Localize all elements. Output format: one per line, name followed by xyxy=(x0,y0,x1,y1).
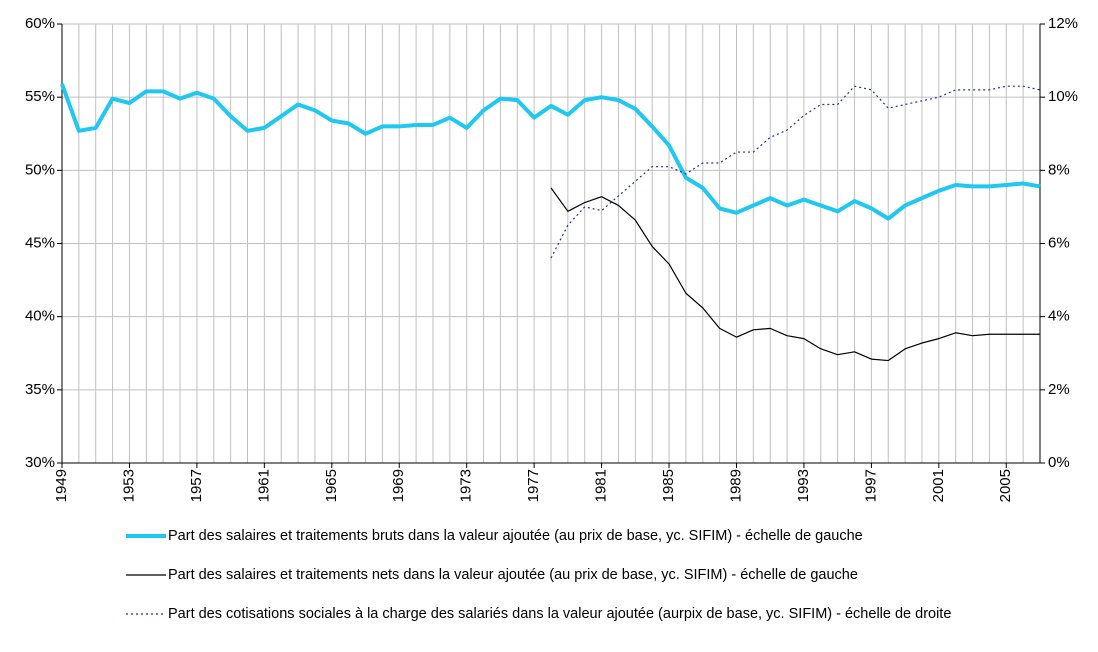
series-line xyxy=(60,83,1041,221)
x-tick-label: 1977 xyxy=(525,469,542,502)
x-tick-label: 1957 xyxy=(188,469,205,502)
x-tick-label: 1985 xyxy=(660,469,677,502)
legend-swatch xyxy=(126,574,166,576)
y-tick-label: 55% xyxy=(25,88,55,105)
y-tick-label: 50% xyxy=(25,161,55,178)
y2-tick-label: 6% xyxy=(1048,234,1070,251)
series-line xyxy=(550,85,1041,259)
y-tick-label: 35% xyxy=(25,381,55,398)
x-tick-label: 2005 xyxy=(997,469,1014,502)
series-line xyxy=(550,187,1040,362)
x-tick-label: 1997 xyxy=(862,469,879,502)
y2-tick-label: 4% xyxy=(1048,308,1070,325)
y-tick-label: 40% xyxy=(25,308,55,325)
x-tick-label: 1993 xyxy=(795,469,812,502)
legend-entry: Part des salaires et traitements nets da… xyxy=(126,567,986,583)
y2-tick-label: 2% xyxy=(1048,381,1070,398)
plot: 30% 35% 40% 45% 50% 55% 60% 0% 2% 4% 6% 8% 10% 12% 194… xyxy=(25,15,1078,502)
x-tick-label: 1953 xyxy=(120,469,137,502)
legend-label: Part des cotisations sociales à la charg… xyxy=(168,606,952,622)
x-tick-label: 2001 xyxy=(930,469,947,502)
x-tick-label: 1973 xyxy=(458,469,475,502)
legend-label: Part des salaires et traitements bruts d… xyxy=(168,528,863,544)
y-tick-label: 30% xyxy=(25,454,55,471)
x-tick-label: 1969 xyxy=(390,469,407,502)
x-tick-label: 1981 xyxy=(593,469,610,502)
y2-tick-label: 12% xyxy=(1048,15,1078,32)
y-tick-label: 45% xyxy=(25,234,55,251)
legend-entry: Part des cotisations sociales à la charg… xyxy=(126,606,986,622)
legend-swatch xyxy=(126,534,166,538)
x-tick-label: 1989 xyxy=(727,469,744,502)
x-tick-label: 1965 xyxy=(323,469,340,502)
legend-entry: Part des salaires et traitements bruts d… xyxy=(126,528,986,544)
legend-swatch xyxy=(126,613,166,615)
legend-label: Part des salaires et traitements nets da… xyxy=(168,567,858,583)
legend: Part des salaires et traitements bruts d… xyxy=(126,528,986,645)
y2-tick-label: 10% xyxy=(1048,88,1078,105)
y2-tick-label: 8% xyxy=(1048,161,1070,178)
x-tick-label: 1961 xyxy=(255,469,272,502)
y2-tick-label: 0% xyxy=(1048,454,1070,471)
x-tick-label: 1949 xyxy=(53,469,70,502)
y-tick-label: 60% xyxy=(25,15,55,32)
